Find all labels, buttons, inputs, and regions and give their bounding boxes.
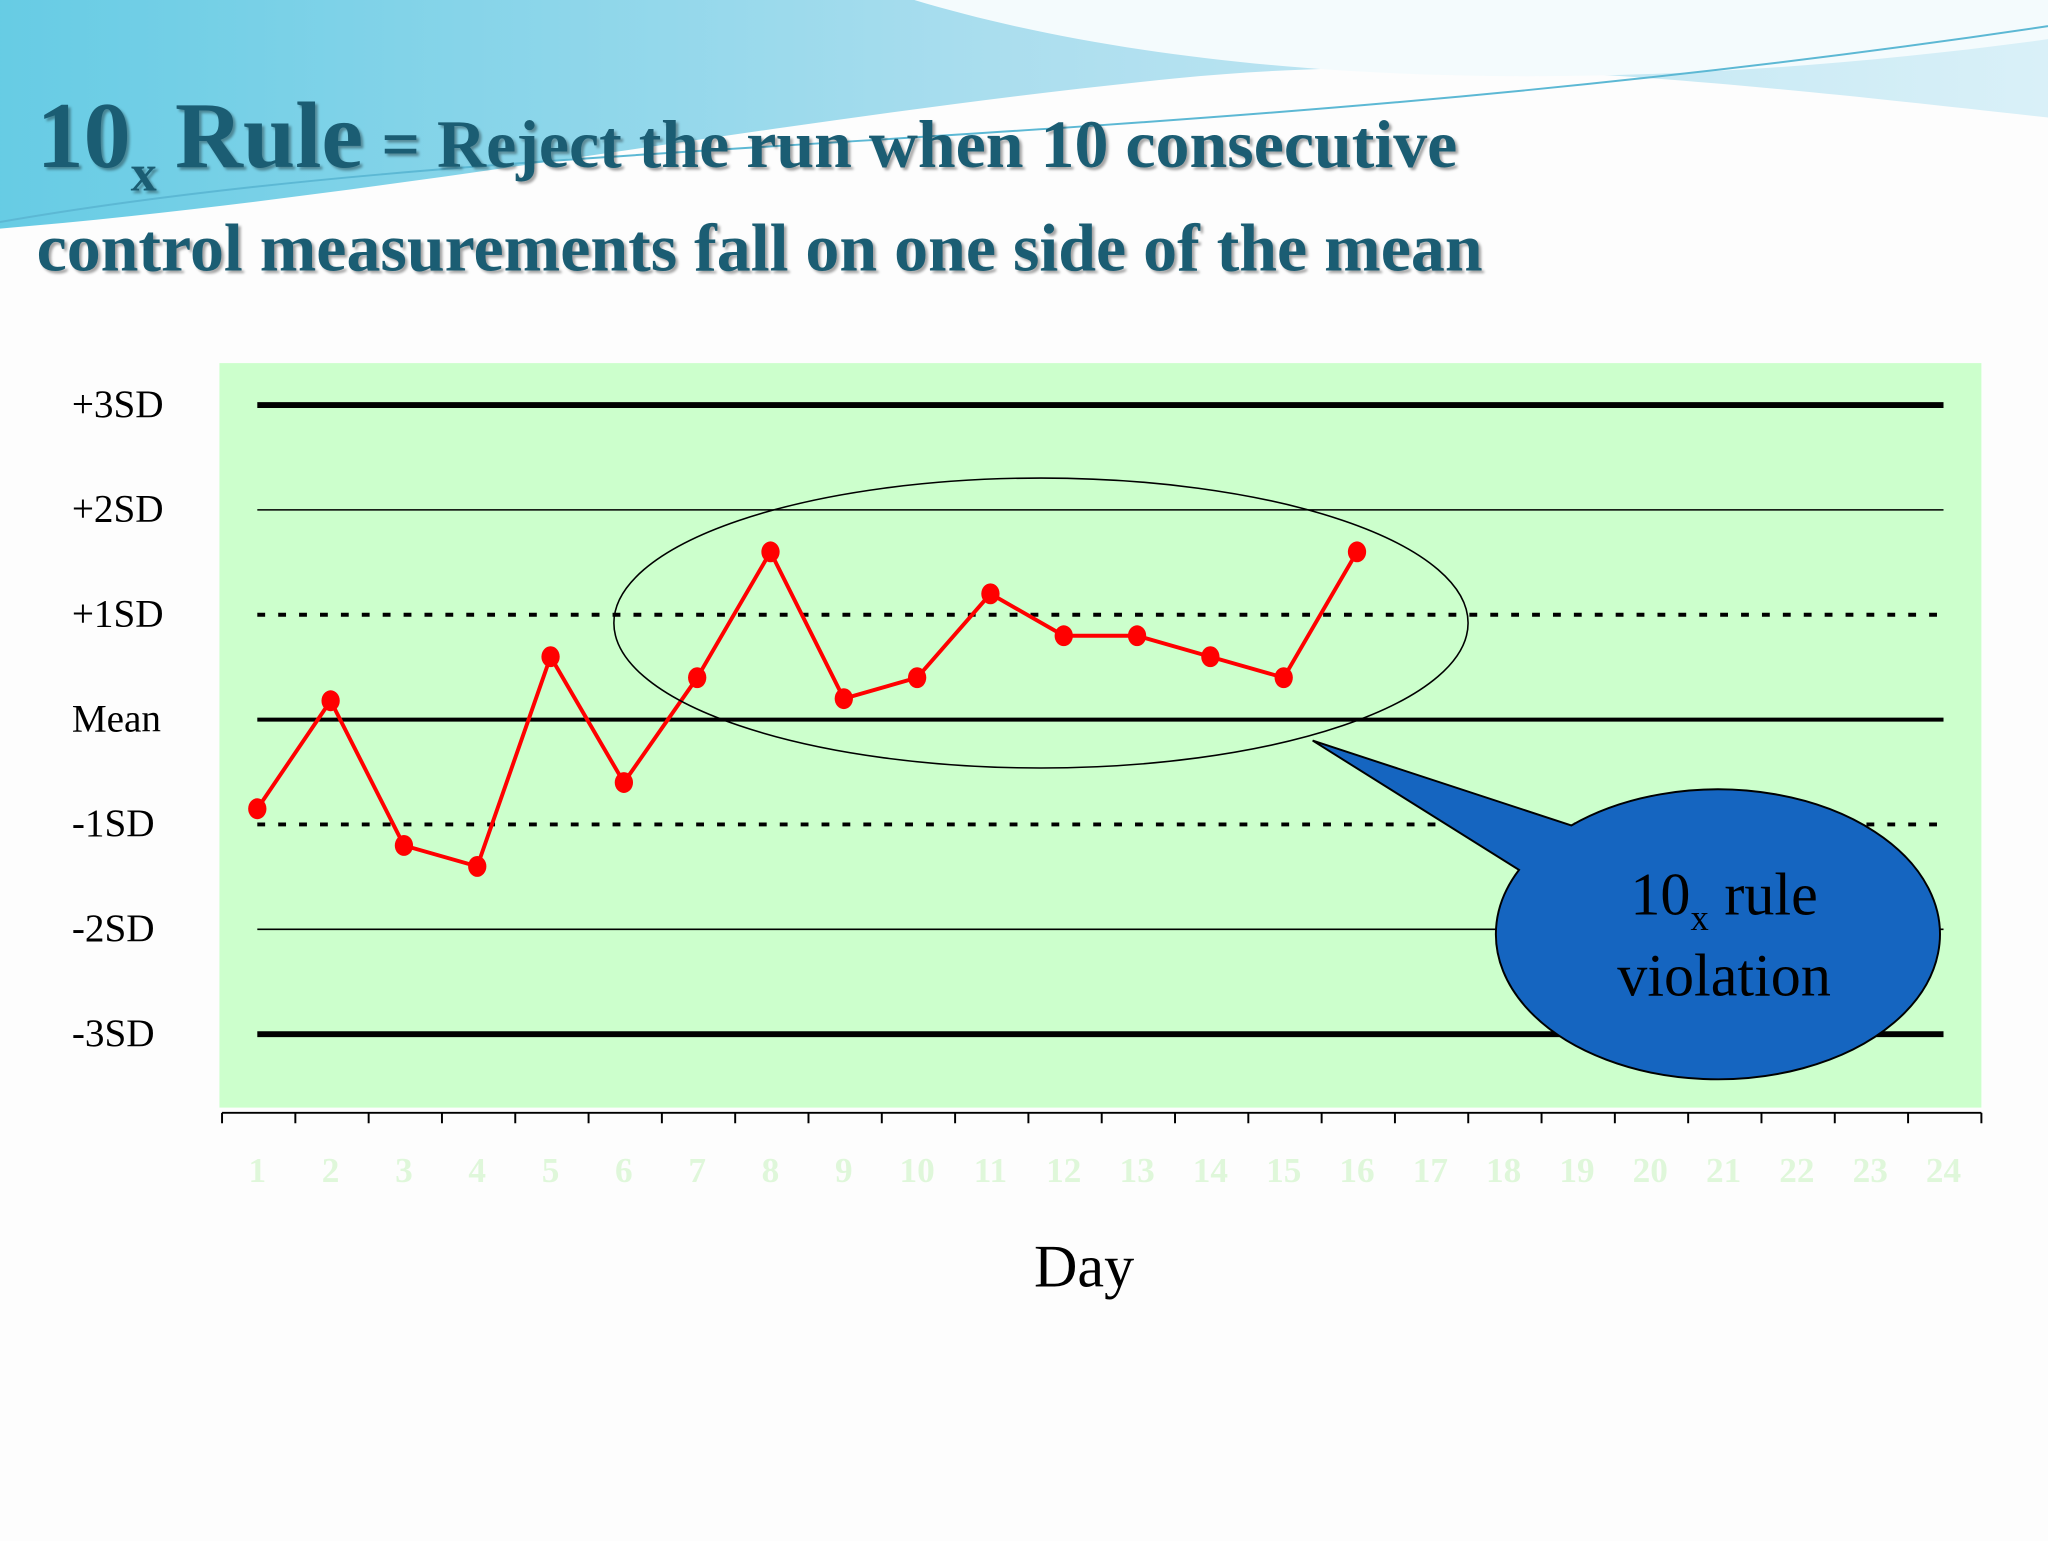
callout-number: 10: [1630, 860, 1690, 927]
x-tick-label: 15: [1266, 1151, 1301, 1190]
highlight-ellipse: [613, 477, 1469, 769]
x-tick-label: 14: [1193, 1151, 1228, 1190]
x-tick-label: 23: [1853, 1151, 1888, 1190]
x-tick-label: 1: [248, 1151, 266, 1190]
data-point: [541, 646, 560, 668]
x-axis-label: Day: [1034, 1233, 1134, 1300]
data-point: [248, 798, 267, 820]
x-tick-label: 17: [1413, 1151, 1448, 1190]
x-tick-label: 12: [1046, 1151, 1081, 1190]
x-tick-label: 22: [1779, 1151, 1814, 1190]
y-tick-label: +2SD: [72, 488, 164, 531]
data-point: [761, 541, 780, 563]
x-tick-label: 11: [974, 1151, 1007, 1190]
x-tick-label: 6: [615, 1151, 633, 1190]
x-tick-label: 7: [688, 1151, 706, 1190]
x-tick-label: 13: [1119, 1151, 1154, 1190]
header-highlight: [914, 0, 2048, 77]
y-tick-label: Mean: [72, 697, 161, 740]
x-tick-label: 5: [542, 1151, 560, 1190]
header-curve: [0, 25, 2048, 224]
data-point: [1054, 625, 1073, 647]
x-tick-label: 20: [1633, 1151, 1668, 1190]
x-tick-label: 18: [1486, 1151, 1521, 1190]
x-tick-label: 8: [762, 1151, 780, 1190]
callout-bubble: [1312, 739, 1941, 1081]
x-tick-label: 2: [322, 1151, 340, 1190]
title-text: = Reject the run when 10 consecutive: [381, 106, 1457, 182]
data-point: [1201, 646, 1220, 668]
x-tick-label: 9: [835, 1151, 853, 1190]
data-point: [1127, 625, 1147, 647]
data-point: [321, 690, 340, 712]
data-point: [1347, 541, 1367, 563]
data-point: [468, 855, 487, 877]
y-tick-label: +1SD: [72, 593, 164, 636]
y-tick-label: -2SD: [72, 907, 155, 950]
callout-text: violation: [1617, 941, 1831, 1008]
y-tick-label: -1SD: [72, 802, 155, 845]
title-number: 10: [37, 84, 131, 188]
x-tick-label: 4: [468, 1151, 486, 1190]
series-line: [255, 547, 1359, 869]
x-tick-label: 3: [395, 1151, 413, 1190]
x-tick-label: 16: [1339, 1151, 1374, 1190]
title-subscript: x: [131, 145, 157, 203]
title-word: Rule: [175, 84, 363, 188]
x-tick-label: 10: [900, 1151, 935, 1190]
callout-word: rule: [1724, 860, 1817, 927]
x-tick-label: 21: [1706, 1151, 1741, 1190]
y-tick-label: -3SD: [72, 1012, 155, 1055]
data-point: [1274, 667, 1293, 689]
data-point: [834, 688, 853, 710]
data-point: [394, 834, 414, 856]
title-text: control measurements fall on one side of…: [37, 209, 1483, 285]
callout-text: 10x rule: [1630, 860, 1817, 938]
data-point: [981, 583, 1000, 605]
y-tick-label: +3SD: [72, 383, 164, 426]
x-tick-label: 19: [1559, 1151, 1594, 1190]
data-point: [688, 667, 707, 689]
data-point: [907, 667, 927, 689]
callout-subscript: x: [1690, 897, 1708, 938]
data-point: [614, 772, 634, 793]
x-tick-label: 24: [1926, 1151, 1961, 1190]
title-line-1: 10x Rule = Reject the run when 10 consecut…: [37, 84, 1458, 203]
